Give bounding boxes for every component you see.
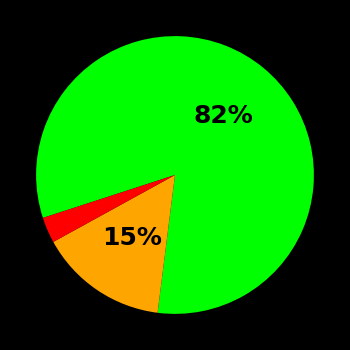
Wedge shape xyxy=(53,175,175,313)
Text: 15%: 15% xyxy=(102,226,162,250)
Wedge shape xyxy=(43,175,175,242)
Wedge shape xyxy=(36,36,314,314)
Text: 82%: 82% xyxy=(194,104,253,128)
